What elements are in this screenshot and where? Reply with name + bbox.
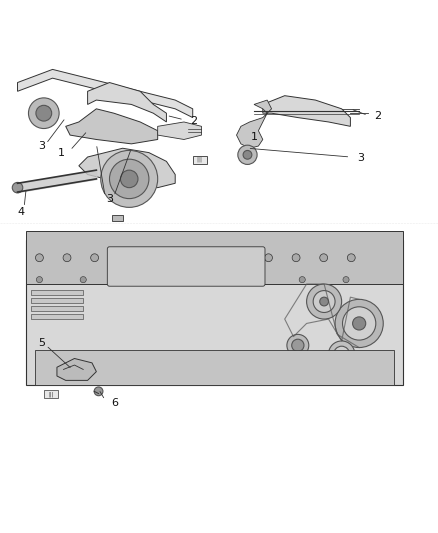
Bar <box>44 390 58 398</box>
Bar <box>31 306 83 311</box>
Circle shape <box>343 277 349 282</box>
Text: 3: 3 <box>357 153 364 163</box>
Polygon shape <box>88 83 166 122</box>
Circle shape <box>328 341 355 367</box>
FancyBboxPatch shape <box>107 247 265 286</box>
Bar <box>31 314 83 319</box>
Circle shape <box>101 150 158 207</box>
Circle shape <box>118 254 126 262</box>
Polygon shape <box>263 96 350 126</box>
Circle shape <box>320 297 328 306</box>
Circle shape <box>287 334 309 356</box>
Circle shape <box>237 254 245 262</box>
Bar <box>31 298 83 303</box>
Text: 6: 6 <box>112 398 119 408</box>
Circle shape <box>63 254 71 262</box>
Circle shape <box>307 284 342 319</box>
Text: 3: 3 <box>106 193 113 204</box>
Bar <box>31 290 83 295</box>
Circle shape <box>255 277 261 282</box>
Bar <box>112 215 123 221</box>
Text: 5: 5 <box>38 338 45 348</box>
Circle shape <box>168 277 174 282</box>
Text: 1: 1 <box>251 132 258 142</box>
Polygon shape <box>79 148 175 188</box>
Circle shape <box>265 254 272 262</box>
Circle shape <box>35 254 43 262</box>
Circle shape <box>12 182 23 193</box>
Circle shape <box>243 150 252 159</box>
Bar <box>26 231 403 284</box>
Circle shape <box>94 387 103 395</box>
Polygon shape <box>18 69 193 118</box>
Circle shape <box>334 346 350 362</box>
Circle shape <box>292 339 304 351</box>
Circle shape <box>91 254 99 262</box>
Circle shape <box>36 106 52 121</box>
Circle shape <box>335 300 383 348</box>
Circle shape <box>343 307 376 340</box>
Text: 1: 1 <box>58 148 65 158</box>
Circle shape <box>313 290 335 312</box>
Circle shape <box>212 277 218 282</box>
Circle shape <box>238 145 257 165</box>
Circle shape <box>347 254 355 262</box>
Text: |||: ||| <box>197 157 203 163</box>
Circle shape <box>28 98 59 128</box>
Circle shape <box>292 254 300 262</box>
Circle shape <box>353 317 366 330</box>
Text: 2: 2 <box>191 116 198 126</box>
Polygon shape <box>158 122 201 140</box>
Text: 2: 2 <box>374 111 381 122</box>
Circle shape <box>124 277 130 282</box>
Text: |||: ||| <box>48 391 53 397</box>
Circle shape <box>110 159 149 199</box>
Text: 4: 4 <box>18 207 25 217</box>
Polygon shape <box>57 359 96 381</box>
Polygon shape <box>66 109 158 144</box>
Circle shape <box>299 277 305 282</box>
Bar <box>35 350 394 385</box>
Circle shape <box>320 254 328 262</box>
Circle shape <box>146 254 154 262</box>
Circle shape <box>36 277 42 282</box>
Polygon shape <box>237 100 272 148</box>
Circle shape <box>120 170 138 188</box>
Bar <box>193 156 207 164</box>
Text: 3: 3 <box>38 141 45 151</box>
Bar <box>26 240 403 385</box>
Circle shape <box>80 277 86 282</box>
Circle shape <box>173 254 181 262</box>
